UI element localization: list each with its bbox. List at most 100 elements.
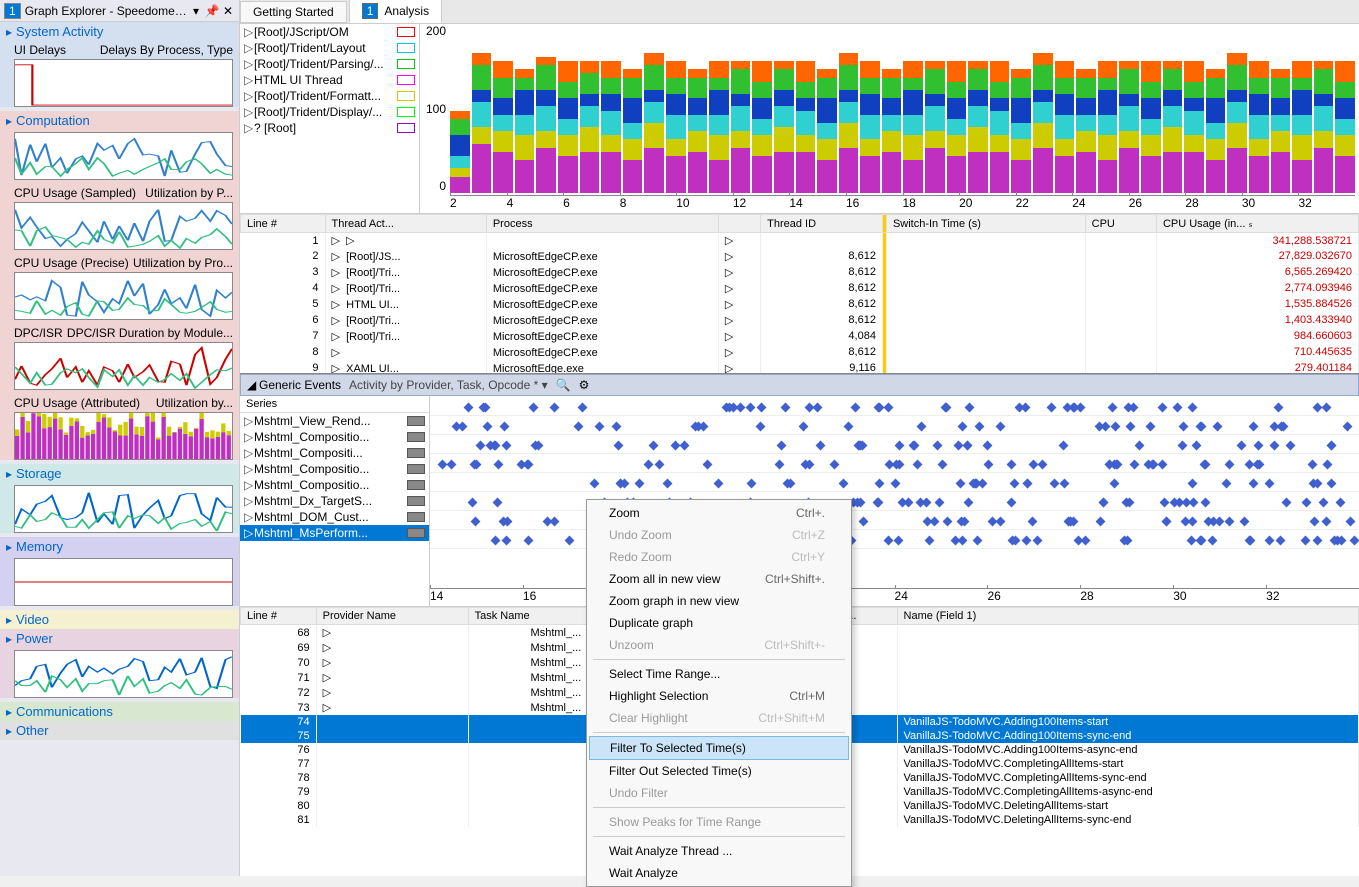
bar [1206, 28, 1226, 193]
mini-chart[interactable] [14, 132, 233, 180]
table-row[interactable]: 2▷ [Root]/JS...MicrosoftEdgeCP.exe ▷8,61… [241, 248, 1359, 264]
panel-subtitle[interactable]: Activity by Provider, Task, Opcode * ▾ [349, 378, 548, 392]
series-item[interactable]: ▷Mshtml_Compositio... [240, 461, 429, 477]
mini-chart[interactable] [14, 59, 233, 107]
search-icon[interactable]: 🔍 [556, 378, 571, 392]
stacked-chart-area[interactable]: 2001000 2468101214161820222426283032 [420, 24, 1359, 213]
tab-getting-started[interactable]: Getting Started [240, 1, 347, 23]
column-header[interactable]: Switch-In Time (s) [886, 215, 1085, 233]
column-header[interactable]: CPU Usage (in... ₛ [1156, 215, 1358, 233]
bar [644, 28, 664, 193]
menu-item-wait-analyze-thread-[interactable]: Wait Analyze Thread ... [589, 840, 849, 862]
mini-chart[interactable] [14, 485, 233, 533]
table-row[interactable]: 5▷ HTML UI...MicrosoftEdgeCP.exe ▷8,6121… [241, 296, 1359, 312]
expand-icon: ▸ [6, 632, 16, 646]
table-row[interactable]: 3▷ [Root]/Tri...MicrosoftEdgeCP.exe ▷8,6… [241, 264, 1359, 280]
sidebar-badge: 1 [4, 3, 21, 19]
menu-item-duplicate-graph[interactable]: Duplicate graph [589, 612, 849, 634]
context-menu[interactable]: ZoomCtrl+.Undo ZoomCtrl+ZRedo ZoomCtrl+Y… [586, 499, 852, 887]
column-header[interactable]: Thread Act... [325, 215, 486, 233]
generic-panel-header[interactable]: ◢ Generic Events Activity by Provider, T… [240, 374, 1359, 396]
menu-item-zoom[interactable]: ZoomCtrl+. [589, 502, 849, 524]
legend-item[interactable]: ▷ ? [Root] [240, 120, 419, 136]
category-label: Communications [16, 704, 113, 719]
tab-analysis[interactable]: 1Analysis [349, 0, 442, 23]
graph-title: CPU Usage (Attributed) [14, 396, 140, 410]
stacked-chart [450, 28, 1355, 193]
category-other[interactable]: ▸Other [0, 721, 239, 740]
column-header[interactable]: Provider Name [316, 608, 468, 625]
menu-item-filter-to-selected-time-s-[interactable]: Filter To Selected Time(s) [589, 736, 849, 760]
graph-item[interactable] [0, 558, 239, 606]
legend-item[interactable]: ▷[Root]/Trident/Formatt... [240, 88, 419, 104]
menu-item-filter-out-selected-time-s-[interactable]: Filter Out Selected Time(s) [589, 760, 849, 782]
column-header[interactable]: Process [486, 215, 718, 233]
category-power[interactable]: ▸Power [0, 629, 239, 648]
mini-chart[interactable] [14, 342, 233, 390]
menu-item-highlight-selection[interactable]: Highlight SelectionCtrl+M [589, 685, 849, 707]
category-memory[interactable]: ▸Memory [0, 537, 239, 556]
series-item[interactable]: ▷Mshtml_DOM_Cust... [240, 509, 429, 525]
mini-chart[interactable] [14, 650, 233, 698]
category-computation[interactable]: ▸Computation [0, 111, 239, 130]
bar [968, 28, 988, 193]
menu-item-zoom-all-in-new-view[interactable]: Zoom all in new viewCtrl+Shift+. [589, 568, 849, 590]
graph-item[interactable]: DPC/ISRDPC/ISR Duration by Module... [0, 324, 239, 390]
graph-item[interactable]: CPU Usage (Precise)Utilization by Pro... [0, 254, 239, 320]
series-item[interactable]: ▷Mshtml_Compositio... [240, 477, 429, 493]
gear-icon[interactable]: ⚙ [579, 378, 590, 392]
legend-item[interactable]: ▷[Root]/JScript/OM [240, 24, 419, 40]
graph-subtitle: Utilization by... [156, 396, 233, 410]
close-icon[interactable]: ✕ [221, 4, 235, 18]
collapse-icon[interactable]: ◢ [247, 378, 259, 392]
series-item[interactable]: ▷Mshtml_Compositi... [240, 445, 429, 461]
menu-item-zoom-graph-in-new-view[interactable]: Zoom graph in new view [589, 590, 849, 612]
category-system[interactable]: ▸System Activity [0, 22, 239, 41]
column-header[interactable]: CPU [1085, 215, 1156, 233]
table-row[interactable]: 6▷ [Root]/Tri...MicrosoftEdgeCP.exe ▷8,6… [241, 312, 1359, 328]
column-header[interactable]: Line # [241, 215, 326, 233]
series-item[interactable]: ▷Mshtml_Compositio... [240, 429, 429, 445]
mini-chart[interactable] [14, 202, 233, 250]
events-timeline-chart[interactable]: 14161820222426283032 [430, 396, 1359, 606]
cpu-usage-table[interactable]: Line #Thread Act...Process Thread IDSwitc… [240, 213, 1359, 373]
menu-item-select-time-range-[interactable]: Select Time Range... [589, 663, 849, 685]
legend-item[interactable]: ▷HTML UI Thread [240, 72, 419, 88]
menu-item-wait-analyze[interactable]: Wait Analyze [589, 862, 849, 884]
category-video[interactable]: ▸Video [0, 610, 239, 629]
mini-chart[interactable] [14, 272, 233, 320]
mini-chart[interactable] [14, 412, 233, 460]
graph-item[interactable] [0, 132, 239, 180]
category-comm[interactable]: ▸Communications [0, 702, 239, 721]
bar [515, 28, 535, 193]
pin-icon[interactable]: 📌 [205, 4, 219, 18]
graph-item[interactable]: UI DelaysDelays By Process, Type [0, 41, 239, 107]
column-header[interactable]: Task Name [468, 608, 588, 625]
graph-item[interactable] [0, 485, 239, 533]
series-item[interactable]: ▷Mshtml_View_Rend... [240, 413, 429, 429]
graph-item[interactable] [0, 650, 239, 698]
series-item[interactable]: ▷Mshtml_Dx_TargetS... [240, 493, 429, 509]
series-swatch [407, 480, 425, 490]
legend-item[interactable]: ▷[Root]/Trident/Layout [240, 40, 419, 56]
bar [817, 28, 837, 193]
table-row[interactable]: 7▷ [Root]/Tri...MicrosoftEdgeCP.exe ▷4,0… [241, 328, 1359, 344]
mini-chart[interactable] [14, 558, 233, 606]
graph-item[interactable]: CPU Usage (Attributed) Utilization by... [0, 394, 239, 460]
legend-swatch [397, 59, 415, 69]
table-row[interactable]: 8▷ MicrosoftEdgeCP.exe ▷8,612710.445635 [241, 344, 1359, 360]
column-header[interactable]: Line # [241, 608, 317, 625]
legend-item[interactable]: ▷[Root]/Trident/Display/... [240, 104, 419, 120]
graph-item[interactable]: CPU Usage (Sampled)Utilization by P... [0, 184, 239, 250]
column-header[interactable]: Thread ID [761, 215, 883, 233]
table-row[interactable]: 9▷ XAML UI...MicrosoftEdge.exe ▷9,116279… [241, 360, 1359, 373]
category-storage[interactable]: ▸Storage [0, 464, 239, 483]
dropdown-icon[interactable]: ▾ [189, 4, 203, 18]
event-track [430, 533, 1359, 549]
table-row[interactable]: 1▷ ▷▷341,288.538721 [241, 233, 1359, 249]
legend-item[interactable]: ▷[Root]/Trident/Parsing/... [240, 56, 419, 72]
column-header[interactable] [718, 215, 760, 233]
column-header[interactable]: Name (Field 1) [897, 608, 1358, 625]
series-item[interactable]: ▷Mshtml_MsPerform... [240, 525, 429, 541]
table-row[interactable]: 4▷ [Root]/Tri...MicrosoftEdgeCP.exe ▷8,6… [241, 280, 1359, 296]
